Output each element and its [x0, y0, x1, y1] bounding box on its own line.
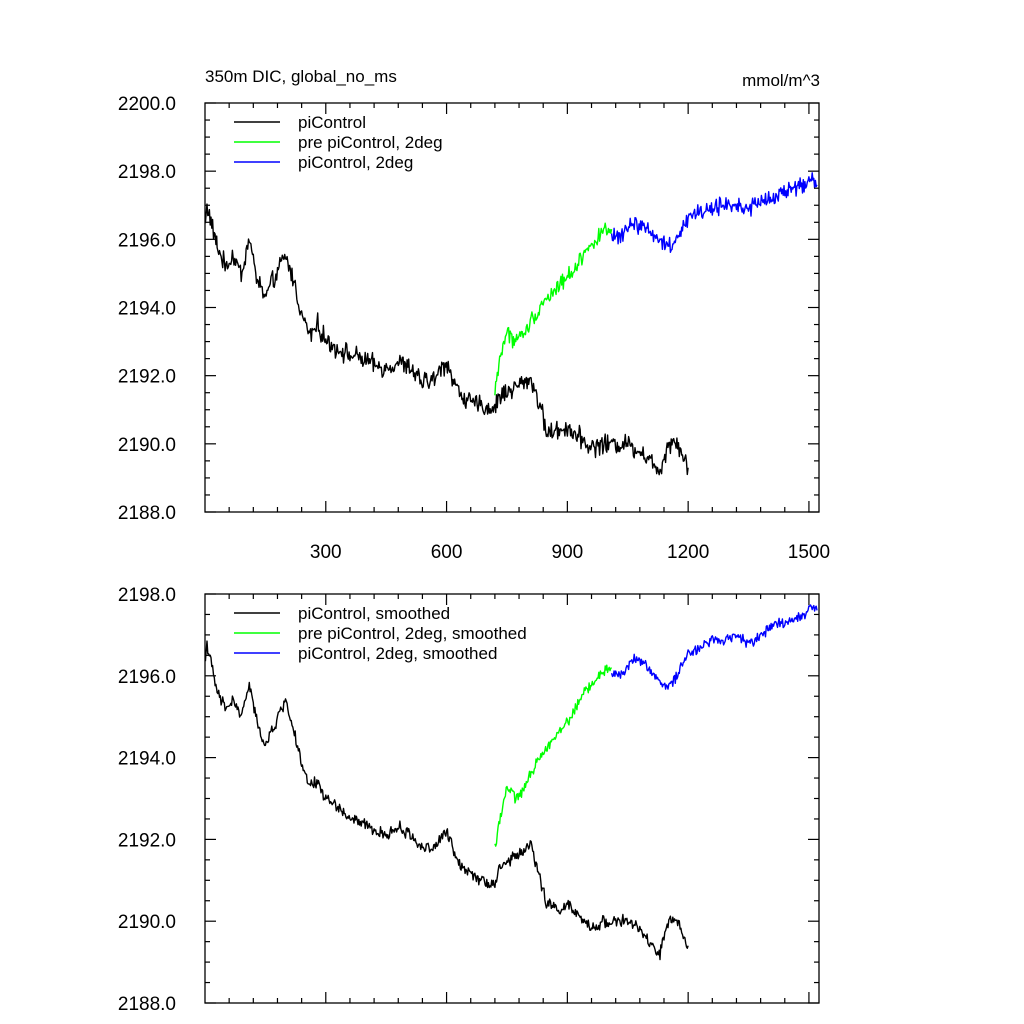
x-tick-label: 1500 — [788, 542, 830, 563]
legend-label: piControl — [298, 113, 366, 132]
top-series — [204, 172, 818, 476]
bottom-tick-labels: 2188.0 2190.0 2192.0 2194.0 2196.0 2198.0 — [118, 585, 176, 1015]
y-tick-label: 2198.0 — [118, 585, 176, 606]
y-tick-label: 2188.0 — [118, 994, 176, 1015]
series-line-2 — [494, 222, 613, 396]
legend-label: piControl, 2deg, smoothed — [298, 644, 497, 663]
series-line-2 — [494, 664, 613, 847]
y-tick-label: 2194.0 — [118, 749, 176, 770]
legend-label: piControl, 2deg — [298, 153, 413, 172]
units-label: mmol/m^3 — [742, 71, 820, 90]
chart-title: 350m DIC, global_no_ms — [205, 67, 397, 86]
y-tick-label: 2190.0 — [118, 435, 176, 456]
series-line-1 — [204, 640, 689, 961]
y-tick-label: 2192.0 — [118, 367, 176, 388]
x-tick-label: 300 — [310, 542, 342, 563]
series-line-1 — [204, 203, 689, 476]
y-tick-label: 2198.0 — [118, 162, 176, 183]
x-tick-label: 600 — [431, 542, 463, 563]
bottom-plot-frame — [204, 593, 820, 1004]
y-tick-label: 2196.0 — [118, 667, 176, 688]
series-line-3 — [610, 172, 818, 253]
y-tick-label: 2194.0 — [118, 299, 176, 320]
top-axis-ticks — [205, 102, 819, 513]
top-plot-frame — [204, 102, 820, 513]
bottom-panel: 2188.0 2190.0 2192.0 2194.0 2196.0 2198.0 piC… — [118, 585, 820, 1015]
y-tick-label: 2196.0 — [118, 230, 176, 251]
bottom-series — [204, 604, 818, 961]
top-tick-labels: 2188.0 2190.0 2192.0 2194.0 2196.0 2198.0 2200… — [118, 94, 830, 563]
legend-label: piControl, smoothed — [298, 604, 450, 623]
y-tick-label: 2188.0 — [118, 503, 176, 524]
x-tick-label: 1200 — [667, 542, 709, 563]
y-tick-label: 2190.0 — [118, 912, 176, 933]
top-panel: 350m DIC, global_no_ms mmol/m^3 2188.021… — [118, 67, 830, 563]
legend-label: pre piControl, 2deg, smoothed — [298, 624, 527, 643]
bottom-axis-ticks — [205, 593, 819, 1004]
legend-label: pre piControl, 2deg — [298, 133, 443, 152]
series-line-3 — [610, 604, 818, 690]
y-tick-label: 2192.0 — [118, 830, 176, 851]
x-tick-label: 900 — [552, 542, 584, 563]
y-tick-label: 2200.0 — [118, 94, 176, 115]
